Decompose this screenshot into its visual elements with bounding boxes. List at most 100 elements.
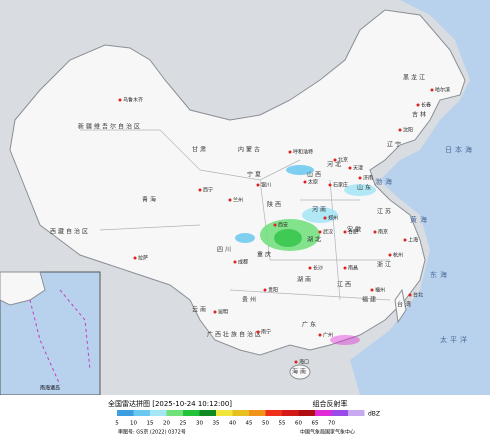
city-dot — [318, 333, 322, 337]
legend-level: 10 — [130, 421, 137, 427]
region-label: 内蒙古 — [238, 146, 262, 154]
city-dot — [318, 230, 322, 234]
legend-swatch — [298, 410, 315, 416]
legend-level: 30 — [196, 421, 203, 427]
region-label: 宁夏 — [247, 171, 263, 179]
city-label: 合肥 — [348, 229, 358, 236]
legend-level: 45 — [246, 421, 253, 427]
city-label: 拉萨 — [138, 255, 148, 262]
region-label: 安徽 — [347, 226, 363, 234]
legend-level: 15 — [147, 421, 154, 427]
legend-swatch — [348, 410, 365, 416]
city-label: 银川 — [261, 182, 271, 189]
radar-echoes — [235, 165, 376, 345]
legend-swatch — [331, 410, 348, 416]
city-dot — [373, 230, 377, 234]
legend-level: 40 — [229, 421, 236, 427]
city-label: 哈尔滨 — [435, 87, 450, 94]
city-label: 济南 — [363, 175, 373, 182]
city-label: 兰州 — [233, 197, 243, 204]
legend-level: 50 — [262, 421, 269, 427]
hainan-island — [289, 364, 311, 380]
city-label: 成都 — [238, 259, 248, 266]
city-label: 台北 — [413, 292, 423, 299]
region-label: 湖南 — [297, 276, 313, 284]
legend-level: 20 — [163, 421, 170, 427]
city-dot — [416, 103, 420, 107]
city-dot — [343, 266, 347, 270]
region-label: 西藏自治区 — [50, 228, 90, 236]
sea-label: 黄海 — [410, 215, 430, 224]
city-label: 呼和浩特 — [293, 149, 313, 156]
legend-swatch — [265, 410, 282, 416]
china-land — [9, 9, 466, 356]
region-label: 江苏 — [377, 208, 393, 216]
region-label: 云南 — [192, 306, 208, 314]
sea-label: 太平洋 — [440, 335, 470, 344]
taiwan-island — [394, 288, 407, 324]
region-label: 湖北 — [307, 236, 323, 244]
city-dot — [303, 180, 307, 184]
city-dot — [348, 166, 352, 170]
city-dot — [233, 260, 237, 264]
city-label: 贵阳 — [268, 287, 278, 294]
region-label: 浙江 — [377, 261, 393, 269]
city-dot — [288, 150, 292, 154]
city-dot — [198, 188, 202, 192]
legend-title: 全国雷达拼图 [2025-10-24 10:12:00] — [108, 399, 232, 408]
region-label: 河南 — [312, 206, 328, 214]
inset-label: 南海诸岛 — [40, 385, 60, 392]
city-dot — [388, 253, 392, 257]
region-label: 重庆 — [257, 251, 273, 259]
region-label: 山西 — [307, 171, 323, 179]
legend-level: 55 — [279, 421, 286, 427]
legend-level: 25 — [180, 421, 187, 427]
legend-level: 35 — [213, 421, 220, 427]
legend-unit: dBZ — [368, 411, 380, 418]
city-label: 石家庄 — [333, 182, 348, 189]
region-label: 吉林 — [412, 111, 428, 119]
sea-label: 渤海 — [375, 177, 395, 186]
legend-swatch — [166, 410, 183, 416]
city-dot — [308, 266, 312, 270]
region-label: 辽宁 — [387, 141, 403, 149]
city-label: 南京 — [378, 229, 388, 236]
region-label: 福建 — [362, 296, 378, 304]
legend-swatch — [282, 410, 299, 416]
region-label: 江西 — [337, 282, 353, 289]
city-dot — [228, 198, 232, 202]
legend-swatch — [183, 410, 200, 416]
legend-swatch — [150, 410, 167, 416]
city-dot — [273, 223, 277, 227]
city-dot — [133, 256, 137, 260]
region-label: 甘肃 — [192, 146, 208, 154]
region-label: 广东 — [302, 321, 318, 329]
city-dot — [118, 98, 122, 102]
city-label: 太原 — [308, 179, 318, 186]
legend-swatch — [232, 410, 249, 416]
legend-swatch — [249, 410, 266, 416]
sea — [350, 0, 490, 395]
legend-level: 5 — [115, 421, 119, 427]
city-dot — [213, 310, 217, 314]
region-label: 黑龙江 — [403, 74, 427, 82]
city-label: 长沙 — [313, 265, 323, 272]
region-label: 海南 — [292, 368, 308, 376]
legend-swatch — [315, 410, 332, 416]
city-label: 杭州 — [393, 252, 403, 259]
inset-boundary — [29, 289, 91, 386]
region-label: 青海 — [142, 196, 158, 204]
city-dot — [328, 183, 332, 187]
city-label: 郑州 — [328, 215, 338, 222]
region-label: 新疆维吾尔自治区 — [78, 123, 142, 131]
sea-label: 东海 — [430, 270, 450, 279]
legend-level: 65 — [312, 421, 319, 427]
city-label: 天津 — [353, 165, 363, 172]
city-dot — [256, 330, 260, 334]
region-label: 广西壮族自治区 — [207, 331, 263, 339]
city-label: 长春 — [421, 102, 431, 109]
legend-swatch — [133, 410, 150, 416]
city-dot — [256, 183, 260, 187]
city-label: 南昌 — [348, 265, 358, 272]
